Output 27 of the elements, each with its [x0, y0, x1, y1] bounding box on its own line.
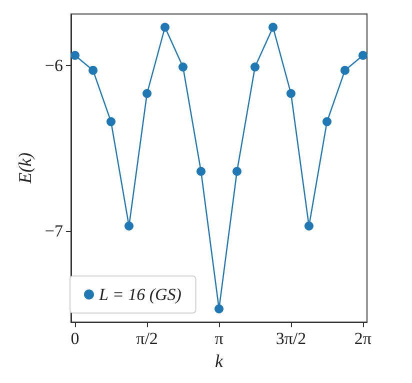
x-tick-label: π/2: [136, 329, 158, 348]
point: [322, 117, 332, 126]
point: [232, 166, 242, 176]
y-axis-title: E(k): [15, 152, 35, 185]
point: [196, 166, 206, 176]
point: [178, 62, 188, 72]
point: [304, 222, 314, 231]
point: [88, 66, 98, 75]
y-tick-label: −7: [44, 221, 64, 240]
y-tick-label: −6: [44, 56, 63, 75]
x-tick-label: 0: [70, 329, 80, 348]
point: [286, 89, 296, 98]
x-tick-label: 2π: [354, 329, 372, 348]
x-tick-label: π: [214, 329, 224, 348]
point: [106, 117, 116, 126]
legend-label: L = 16 (GS): [98, 285, 182, 304]
point: [142, 89, 152, 98]
point: [268, 22, 278, 32]
point: [70, 50, 80, 60]
x-axis-title: k: [214, 351, 224, 371]
point: [160, 22, 170, 32]
point: [358, 50, 368, 60]
point: [214, 304, 224, 314]
point: [340, 66, 350, 75]
point: [250, 62, 260, 72]
point: [124, 222, 134, 231]
x-tick-label: 3π/2: [276, 329, 306, 348]
